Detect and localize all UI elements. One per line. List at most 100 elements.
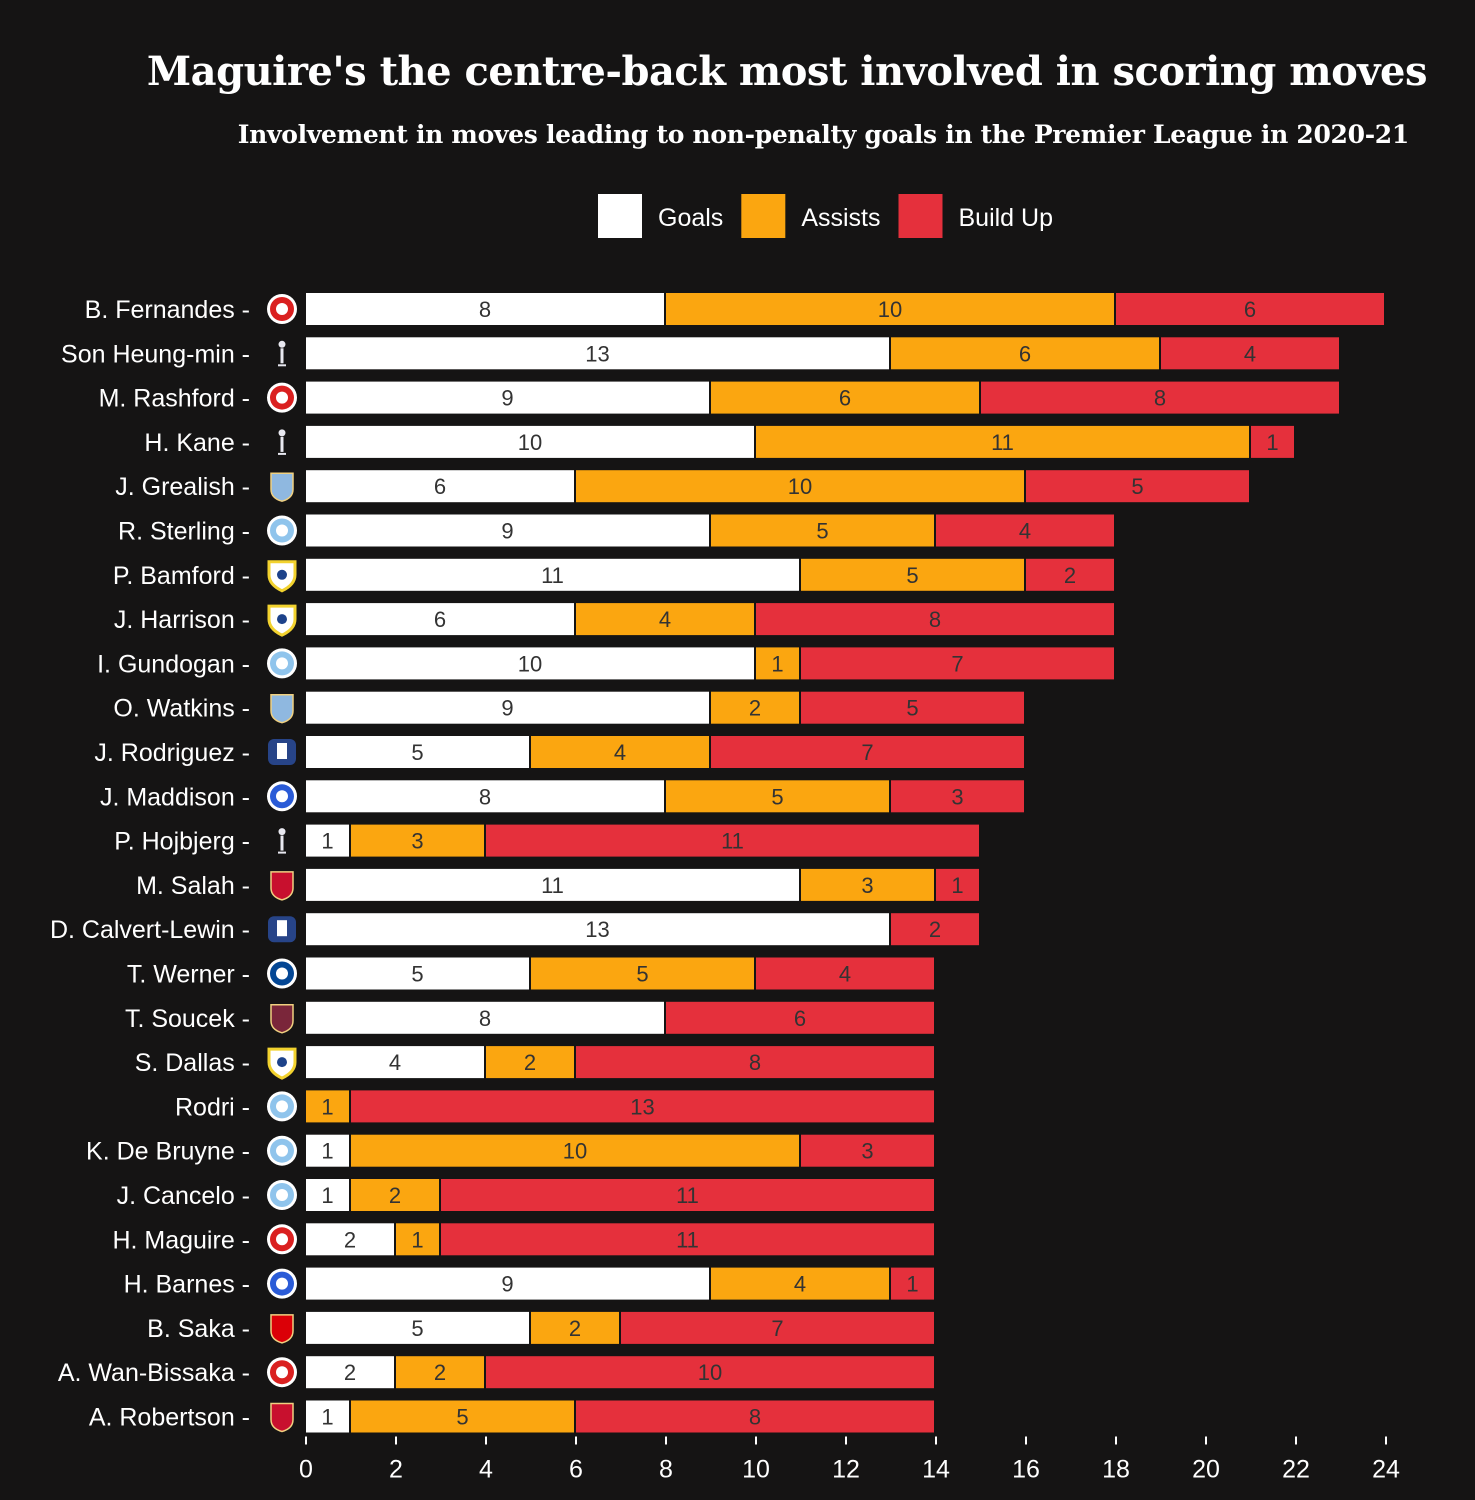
data-label-assists: 2	[434, 1360, 446, 1385]
legend-label-goals: Goals	[658, 204, 723, 232]
bar-segment-goals	[306, 913, 889, 946]
data-label-assists: 5	[456, 1405, 468, 1430]
bar-row: O. Watkins - 9 2 5	[113, 691, 1024, 724]
bar-segment-assists	[711, 381, 979, 414]
bar-segment-assists	[756, 647, 799, 680]
man-city-crest-icon	[267, 1180, 297, 1210]
data-label-goals: 1	[321, 829, 333, 854]
data-label-assists: 2	[569, 1316, 581, 1341]
data-label-goals: 5	[411, 740, 423, 765]
bar-row: B. Fernandes - 8 10 6	[85, 293, 1384, 325]
bar-segment-goals	[306, 736, 529, 768]
bar-segment-build-up	[981, 381, 1339, 414]
category-label: J. Harrison -	[114, 606, 250, 634]
data-label-build-up: 11	[676, 1183, 699, 1208]
category-label: B. Saka -	[147, 1315, 250, 1343]
bar-segment-build-up	[936, 514, 1114, 547]
leicester-crest-icon	[267, 781, 297, 812]
legend-swatch-assists	[741, 194, 786, 238]
bar-segment-build-up	[1116, 293, 1384, 325]
tottenham-cockerel-icon	[278, 340, 286, 367]
category-label: R. Sterling -	[118, 518, 250, 546]
bar-row: T. Werner - 5 5 4	[127, 957, 934, 990]
bar-segment-assists	[801, 558, 1024, 591]
category-label: T. Werner -	[127, 961, 250, 989]
data-label-goals: 9	[501, 1272, 513, 1297]
data-label-goals: 11	[541, 873, 564, 898]
bar-segment-goals	[306, 1356, 394, 1389]
data-label-goals: 9	[501, 519, 513, 544]
bar-segment-goals	[306, 558, 799, 591]
data-label-assists: 5	[636, 962, 648, 987]
bar-segment-assists	[351, 1179, 439, 1211]
bar-segment-assists	[306, 1090, 349, 1123]
leicester-crest-icon	[267, 1268, 297, 1299]
bar-segment-assists	[531, 957, 754, 990]
x-tick-label: 8	[659, 1456, 673, 1484]
data-label-assists: 2	[524, 1050, 536, 1075]
data-label-assists: 2	[389, 1183, 401, 1208]
bar-row: J. Rodriguez - 5 4 7	[94, 736, 1024, 768]
west-ham-crest-icon	[270, 1004, 294, 1034]
bar-segment-assists	[396, 1223, 439, 1256]
data-label-assists: 5	[771, 784, 783, 809]
bar-segment-goals	[306, 868, 799, 901]
x-tick-label: 20	[1192, 1456, 1220, 1484]
data-label-assists: 3	[861, 873, 873, 898]
data-label-assists: 10	[788, 474, 812, 499]
bar-row: P. Hojbjerg - 1 3 11	[114, 824, 979, 857]
bar-segment-build-up	[1026, 470, 1249, 503]
bar-segment-goals	[306, 1267, 709, 1300]
bar-row: H. Kane -10 11 1	[144, 425, 1294, 458]
data-label-assists: 4	[794, 1272, 806, 1297]
man-city-crest-icon	[267, 515, 297, 546]
data-label-build-up: 8	[1154, 386, 1166, 411]
bar-segment-build-up	[576, 1046, 934, 1079]
leeds-crest-icon	[267, 604, 297, 637]
bar-row: A. Wan-Bissaka - 2 2 10	[58, 1356, 934, 1389]
bar-segment-build-up	[351, 1090, 934, 1123]
x-tick-label: 14	[922, 1456, 950, 1484]
bar-segment-build-up	[441, 1223, 934, 1256]
category-label: B. Fernandes -	[85, 296, 250, 324]
bar-segment-build-up	[1026, 558, 1114, 591]
x-tick-label: 6	[569, 1456, 583, 1484]
man-utd-crest-icon	[267, 1357, 297, 1388]
data-label-goals: 8	[479, 1006, 491, 1031]
liverpool-crest-icon	[270, 871, 294, 901]
data-label-build-up: 7	[771, 1316, 783, 1341]
bar-segment-goals	[306, 425, 754, 458]
leeds-crest-icon	[267, 1047, 297, 1080]
data-label-build-up: 2	[929, 917, 941, 942]
data-label-goals: 13	[585, 341, 609, 366]
legend-label-assists: Assists	[801, 204, 880, 232]
bar-segment-build-up	[486, 1356, 934, 1389]
bar-row: B. Saka - 5 2 7	[147, 1311, 934, 1344]
man-utd-crest-icon	[267, 382, 297, 413]
x-tick-label: 18	[1102, 1456, 1130, 1484]
man-city-crest-icon	[267, 1091, 297, 1122]
bar-segment-build-up	[891, 1267, 934, 1300]
bar-row: D. Calvert-Lewin - 13 2	[50, 913, 979, 946]
liverpool-crest-icon	[270, 1402, 294, 1433]
data-label-build-up: 8	[929, 607, 941, 632]
bar-segment-goals	[306, 824, 349, 857]
category-label: H. Kane -	[144, 429, 250, 457]
data-label-assists: 6	[839, 386, 851, 411]
bar-segment-goals	[306, 1400, 349, 1433]
man-utd-crest-icon	[267, 1224, 297, 1255]
bar-segment-goals	[306, 780, 664, 813]
tottenham-cockerel-icon	[278, 429, 286, 455]
category-label: H. Barnes -	[124, 1271, 250, 1299]
data-label-build-up: 13	[630, 1094, 654, 1119]
bar-row: J. Grealish - 6 10 5	[115, 470, 1249, 503]
bar-segment-goals	[306, 647, 754, 680]
x-tick-label: 0	[299, 1456, 313, 1484]
bar-segment-goals	[306, 381, 709, 414]
bar-row: P. Bamford - 11 5 2	[113, 558, 1114, 593]
data-label-goals: 4	[389, 1050, 401, 1075]
data-label-build-up: 11	[721, 829, 744, 854]
bar-segment-assists	[576, 470, 1024, 503]
data-label-build-up: 11	[676, 1227, 699, 1252]
data-label-assists: 1	[771, 651, 783, 676]
